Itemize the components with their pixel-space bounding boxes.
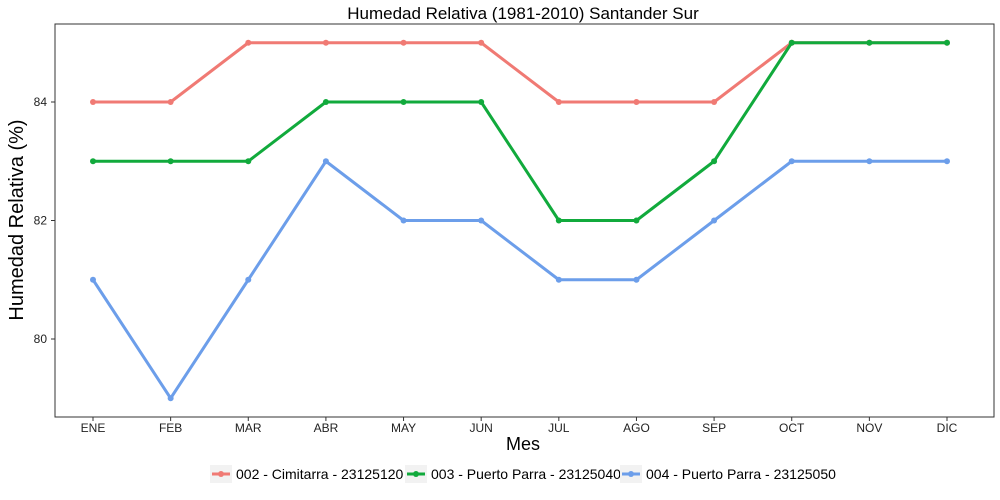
y-axis: 80 82 84 xyxy=(34,95,55,346)
data-point xyxy=(711,217,718,224)
data-point xyxy=(167,99,174,105)
data-point xyxy=(478,217,485,224)
series-1 xyxy=(90,39,950,105)
data-point xyxy=(555,276,562,283)
data-point xyxy=(322,99,329,105)
data-point xyxy=(555,217,562,224)
x-tick-label: AGO xyxy=(623,421,650,435)
series-line xyxy=(91,41,949,104)
legend-key-point xyxy=(218,471,224,477)
data-point xyxy=(711,99,718,105)
x-axis-title: Mes xyxy=(506,434,540,454)
x-tick-label: ABR xyxy=(314,421,339,435)
y-tick-label: 80 xyxy=(34,332,48,346)
data-point xyxy=(478,39,485,46)
data-point xyxy=(788,158,795,165)
series-3 xyxy=(90,158,950,402)
data-point xyxy=(633,276,640,283)
data-point xyxy=(711,158,718,165)
legend-key-point xyxy=(628,471,634,477)
x-tick-label: FEB xyxy=(159,421,182,435)
legend-key-point xyxy=(413,471,419,477)
x-axis: ENE FEB MAR ABR MAY JUN JUL AGO SEP OCT NOV DIC xyxy=(81,417,958,435)
legend-label: 004 - Puerto Parra - 23125050 xyxy=(646,466,836,482)
data-point xyxy=(400,217,407,224)
x-tick-label: DIC xyxy=(937,421,958,435)
legend-label: 003 - Puerto Parra - 23125040 xyxy=(431,466,621,482)
series-group xyxy=(90,39,950,402)
x-tick-label: NOV xyxy=(856,421,882,435)
data-point xyxy=(633,217,640,224)
data-point xyxy=(90,158,96,165)
data-point xyxy=(400,99,407,105)
x-tick-label: OCT xyxy=(779,421,805,435)
data-point xyxy=(90,99,96,105)
legend: 002 - Cimitarra - 23125120 003 - Puerto P… xyxy=(210,465,836,483)
data-point xyxy=(245,158,252,165)
x-tick-label: ENE xyxy=(81,421,106,435)
data-point xyxy=(400,39,407,46)
y-axis-title: Humedad Relativa (%) xyxy=(6,119,28,320)
series-2 xyxy=(90,39,950,224)
data-point xyxy=(245,276,252,283)
series-line xyxy=(91,41,949,222)
data-point xyxy=(866,39,873,46)
data-point xyxy=(633,99,640,105)
data-point xyxy=(167,395,174,402)
data-point xyxy=(788,39,795,46)
data-point xyxy=(555,99,562,105)
data-point xyxy=(944,158,950,165)
x-tick-label: MAY xyxy=(391,421,416,435)
data-point xyxy=(322,39,329,46)
x-tick-label: SEP xyxy=(702,421,726,435)
chart-title: Humedad Relativa (1981-2010) Santander S… xyxy=(347,4,699,23)
data-point xyxy=(167,158,174,165)
x-tick-label: MAR xyxy=(235,421,262,435)
data-point xyxy=(322,158,329,165)
y-tick-label: 84 xyxy=(34,95,48,109)
legend-item: 002 - Cimitarra - 23125120 xyxy=(210,465,404,483)
data-point xyxy=(944,39,950,46)
data-point xyxy=(478,99,485,105)
legend-label: 002 - Cimitarra - 23125120 xyxy=(236,466,404,482)
legend-item: 003 - Puerto Parra - 23125040 xyxy=(405,465,621,483)
x-tick-label: JUN xyxy=(470,421,493,435)
x-tick-label: JUL xyxy=(548,421,570,435)
series-line xyxy=(91,159,949,400)
data-point xyxy=(245,39,252,46)
y-tick-label: 82 xyxy=(34,214,48,228)
data-point xyxy=(866,158,873,165)
legend-item: 004 - Puerto Parra - 23125050 xyxy=(620,465,836,483)
data-point xyxy=(90,276,96,283)
